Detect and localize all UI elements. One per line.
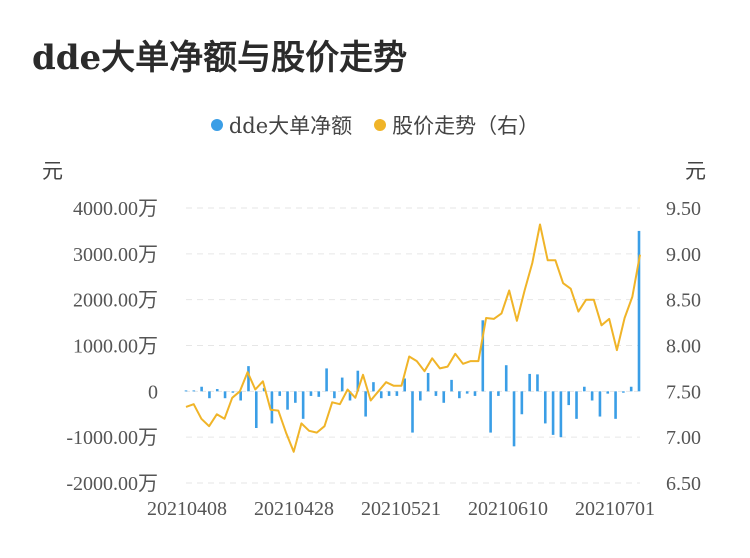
- dde-bar: [403, 378, 406, 392]
- legend-label-dde: dde大单净额: [228, 114, 353, 138]
- left-axis-unit: 元: [42, 159, 63, 183]
- dde-bar: [450, 379, 453, 392]
- right-tick-label: 7.00: [666, 427, 701, 449]
- dde-bar: [356, 370, 360, 392]
- x-tick-label: 20210610: [468, 498, 548, 520]
- dde-bar: [239, 391, 242, 401]
- dde-bar: [473, 391, 477, 396]
- dde-bar: [536, 374, 539, 392]
- dde-bar: [317, 391, 321, 397]
- dde-bar: [551, 391, 555, 435]
- legend-item-price[interactable]: 股价走势（右）: [374, 110, 539, 140]
- dde-bar: [395, 391, 399, 396]
- legend-dot-dde-icon: [210, 119, 223, 131]
- dde-bar: [598, 391, 602, 417]
- right-tick-label: 9.00: [666, 244, 701, 266]
- x-tick-label: 20210428: [254, 498, 334, 520]
- legend: dde大单净额 股价走势（右）: [0, 110, 750, 140]
- left-tick-label: 2000.00万: [73, 290, 158, 312]
- dde-bar: [309, 391, 313, 396]
- dde-bar: [208, 391, 211, 399]
- left-tick-label: 4000.00万: [73, 198, 158, 220]
- dde-bar: [614, 391, 617, 419]
- x-tick-label: 20210701: [575, 498, 655, 520]
- dde-bar: [387, 391, 391, 396]
- dde-bar: [543, 391, 547, 424]
- dde-bar: [504, 365, 508, 392]
- dde-bar: [231, 391, 235, 393]
- dde-bar: [489, 391, 492, 433]
- legend-label-price: 股价走势（右）: [392, 114, 540, 138]
- dde-bar: [333, 391, 336, 399]
- dde-bar: [254, 391, 258, 428]
- right-axis-ticks: 9.50 9.00 8.50 8.00 7.50 7.00 6.50: [666, 198, 701, 495]
- dde-bar: [340, 377, 344, 392]
- dde-bar: [520, 391, 524, 415]
- right-tick-label: 7.50: [666, 381, 701, 403]
- dde-bar: [192, 390, 196, 392]
- dde-bar: [590, 391, 594, 401]
- dde-bar: [458, 391, 461, 399]
- dde-bar: [325, 368, 328, 392]
- left-tick-label: -1000.00万: [66, 427, 158, 449]
- dde-bar: [270, 391, 274, 424]
- left-tick-label: -2000.00万: [66, 473, 158, 495]
- x-tick-label: 20210521: [361, 498, 441, 520]
- dde-bar: [348, 391, 352, 401]
- dde-bar: [497, 391, 500, 396]
- dde-bar: [465, 391, 469, 394]
- dde-bar: [294, 391, 297, 403]
- left-tick-label: 3000.00万: [73, 244, 158, 266]
- dde-bar: [411, 391, 414, 433]
- dde-bar: [528, 373, 531, 392]
- right-tick-label: 8.50: [666, 290, 701, 312]
- x-axis-ticks: 20210408 20210428 20210521 20210610 20210701: [147, 498, 655, 520]
- dde-bar: [629, 386, 633, 392]
- right-axis-unit: 元: [685, 159, 706, 183]
- left-axis-ticks: 4000.00万 3000.00万 2000.00万 1000.00万 0 -1000.0…: [66, 198, 158, 495]
- left-tick-label: 1000.00万: [73, 336, 158, 358]
- grid-lines: [186, 207, 640, 484]
- x-tick-label: 20210408: [147, 498, 227, 520]
- dde-bar: [247, 366, 250, 392]
- dde-bar: [262, 388, 266, 392]
- dde-bar: [567, 391, 571, 406]
- dde-bar: [184, 390, 188, 392]
- dde-bar: [223, 391, 227, 399]
- left-tick-label: 0: [148, 381, 158, 403]
- legend-item-dde[interactable]: dde大单净额: [210, 110, 353, 140]
- dde-bar: [442, 391, 446, 403]
- dde-bar: [301, 391, 305, 419]
- dde-bar: [200, 386, 203, 392]
- right-tick-label: 9.50: [666, 198, 701, 220]
- right-tick-label: 8.00: [666, 336, 701, 358]
- dde-bar: [215, 389, 219, 392]
- chart-title: dde大单净额与股价走势: [32, 38, 408, 78]
- line-series: [185, 223, 641, 453]
- dde-bar: [364, 391, 367, 417]
- bar-series: [184, 230, 641, 447]
- dde-bar: [622, 391, 625, 393]
- dde-bar: [606, 391, 610, 394]
- dde-bar: [512, 391, 516, 447]
- right-tick-label: 6.50: [666, 473, 701, 495]
- dde-bar: [583, 386, 586, 392]
- dde-bar: [637, 230, 641, 392]
- dde-bar: [419, 391, 422, 401]
- dde-bar: [372, 382, 375, 392]
- legend-dot-price-icon: [374, 119, 387, 131]
- dde-bar: [434, 391, 438, 396]
- dde-bar: [426, 373, 430, 392]
- dde-bar: [278, 391, 282, 396]
- dde-bar: [559, 391, 563, 438]
- dde-bar: [481, 320, 485, 392]
- dde-bar: [575, 391, 578, 419]
- dde-bar: [379, 391, 383, 399]
- price-line: [185, 223, 641, 453]
- dde-bar: [286, 391, 289, 410]
